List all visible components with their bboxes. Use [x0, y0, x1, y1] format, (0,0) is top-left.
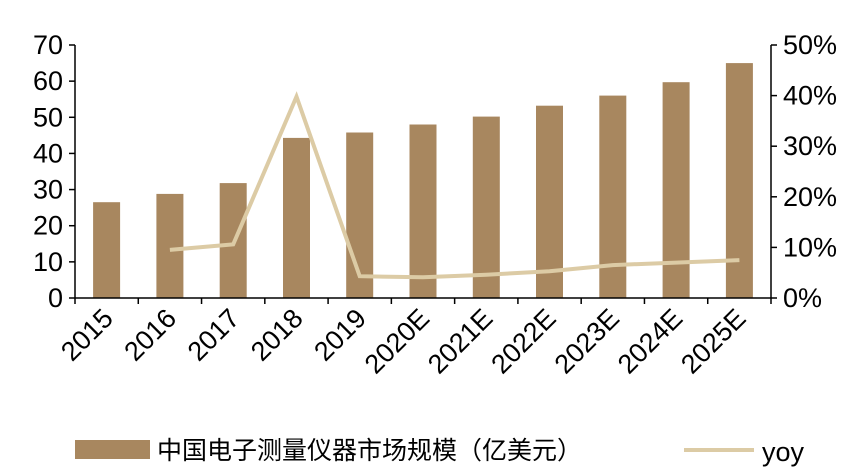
legend-line-swatch — [684, 448, 754, 452]
legend: 中国电子测量仪器市场规模（亿美元） yoy — [75, 436, 805, 467]
x-tick-label: 2017 — [182, 303, 246, 367]
right-tick-label: 10% — [783, 232, 837, 262]
yoy-line-series — [169, 91, 740, 280]
x-tick-label: 2015 — [55, 303, 119, 367]
left-tick-label: 0 — [48, 283, 63, 313]
bar-2022E — [536, 105, 563, 298]
x-tick-label: 2024E — [612, 303, 688, 379]
legend-bar-label: 中国电子测量仪器市场规模（亿美元） — [157, 436, 582, 465]
x-tick-label: 2016 — [118, 303, 182, 367]
x-tick-label: 2018 — [245, 303, 309, 367]
legend-bar-swatch — [75, 440, 150, 459]
left-tick-label: 40 — [33, 138, 63, 168]
right-tick-label: 50% — [783, 30, 837, 60]
bar-2024E — [662, 82, 690, 298]
x-tick-label: 2021E — [422, 303, 498, 379]
right-tick-label: 0% — [783, 283, 822, 313]
legend-line-label: yoy — [762, 437, 805, 467]
bar-2025E — [725, 63, 753, 298]
bar-2020E — [409, 124, 437, 298]
left-tick-label: 20 — [33, 211, 63, 241]
left-tick-label: 50 — [33, 102, 63, 132]
bar-2015 — [93, 202, 121, 298]
right-tick-label: 40% — [783, 81, 837, 111]
left-tick-label: 60 — [33, 66, 63, 96]
left-tick-label: 10 — [33, 247, 63, 277]
right-tick-label: 30% — [783, 131, 837, 161]
bar-2016 — [156, 193, 184, 298]
x-tick-label: 2025E — [675, 303, 751, 379]
bar-2021E — [472, 116, 500, 298]
x-tick-label: 2023E — [549, 303, 625, 379]
x-tick-label: 2020E — [359, 303, 435, 379]
right-tick-label: 20% — [783, 182, 837, 212]
bar-2018 — [283, 137, 310, 298]
left-tick-label: 70 — [33, 30, 63, 60]
yoy-line — [169, 91, 740, 280]
x-tick-label: 2022E — [485, 303, 561, 379]
left-tick-label: 30 — [33, 175, 63, 205]
